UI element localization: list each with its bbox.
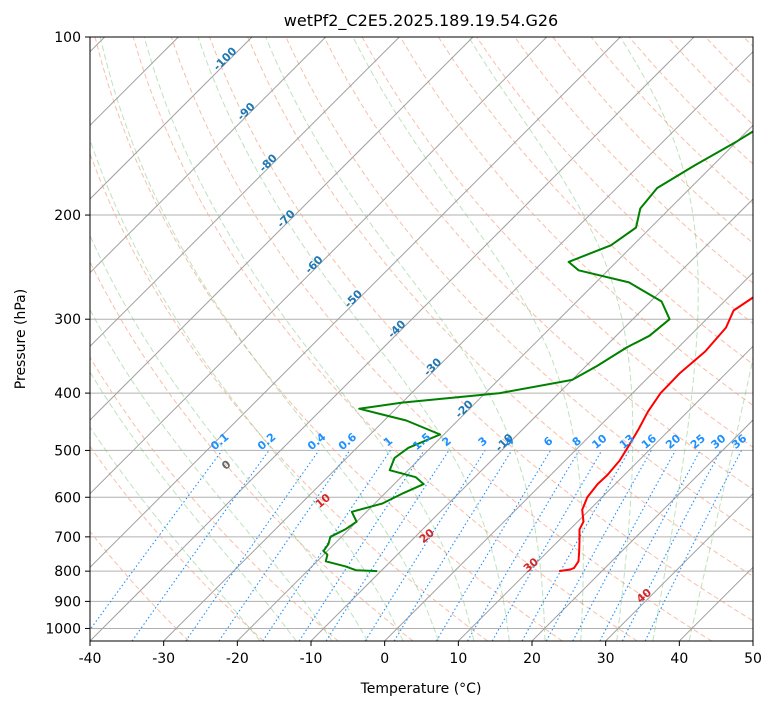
isotherm: [90, 37, 621, 569]
y-tick-label: 800: [54, 564, 81, 580]
x-tick-label: 30: [597, 651, 615, 667]
x-tick-label: 40: [670, 651, 688, 667]
x-tick-label: 0: [380, 651, 389, 667]
x-tick-label: 20: [523, 651, 541, 667]
y-tick-label: 600: [54, 490, 81, 506]
x-tick-label: -30: [152, 651, 175, 667]
mixing-ratio-line: [621, 450, 722, 641]
grid-layer: [90, 37, 753, 641]
chart-title: wetPf2_C2E5.2025.189.19.54.G26: [284, 11, 558, 31]
y-tick-label: 300: [54, 312, 81, 328]
isotherm: [90, 37, 400, 348]
x-tick-label: -40: [79, 651, 102, 667]
mixing-ratio-line: [325, 450, 450, 641]
moist-adiabat: [619, 37, 699, 641]
mixing-ratio-line: [545, 450, 652, 641]
isotherm: [531, 419, 753, 641]
mixing-ratio-line: [90, 450, 223, 631]
dry-adiabat: [90, 530, 190, 641]
dry-adiabat: [247, 37, 753, 577]
moist-adiabat: [265, 37, 546, 641]
x-axis-label: Temperature (°C): [360, 681, 482, 697]
plot-frame: [89, 36, 754, 642]
isotherm: [90, 37, 253, 200]
x-tick-label: 50: [744, 651, 762, 667]
moist-adiabat: [352, 37, 584, 641]
dry-adiabat: [323, 37, 753, 491]
dry-adiabat: [90, 445, 264, 641]
dry-adiabat: [94, 37, 563, 641]
moist-adiabat: [90, 234, 369, 641]
mixing-ratio-line: [521, 450, 630, 641]
dry-adiabat: [90, 152, 488, 641]
series-layer: [322, 130, 753, 573]
y-tick-label: 1000: [45, 621, 81, 637]
isotherm: [236, 124, 753, 641]
isotherm: [90, 37, 548, 495]
mixing-ratio-line: [185, 450, 320, 641]
moist-adiabat: [143, 37, 475, 641]
mixing-ratio-line: [262, 450, 391, 641]
dry-adiabat: [132, 37, 638, 641]
x-tick-label: -20: [226, 651, 249, 667]
dry-adiabat: [209, 37, 753, 622]
dry-adiabat: [90, 356, 339, 641]
mixing-ratio-line: [218, 450, 351, 641]
isotherm: [605, 492, 753, 641]
x-tick-label: 10: [449, 651, 467, 667]
isotherm: [90, 37, 327, 274]
dry-adiabat: [170, 37, 712, 641]
mixing-ratio-line: [393, 450, 513, 641]
temperature-profile-line: [558, 296, 753, 573]
mixing-ratio-line: [131, 450, 270, 641]
isotherm: [90, 37, 474, 421]
moist-adiabat: [99, 37, 439, 641]
x-tick-label: -10: [300, 651, 323, 667]
moist-adiabat: [90, 138, 404, 641]
y-tick-label: 200: [54, 208, 81, 224]
dry-adiabat: [514, 37, 753, 284]
y-tick-label: 700: [54, 530, 81, 546]
dry-adiabat: [437, 37, 753, 365]
mixing-ratio-line: [572, 450, 676, 641]
isotherm: [90, 37, 695, 641]
y-axis-label: Pressure (hPa): [13, 289, 29, 389]
moist-adiabat: [688, 355, 753, 641]
y-tick-label: 500: [54, 443, 81, 459]
isotherm: [310, 198, 753, 641]
mixing-ratio-line: [298, 450, 425, 641]
dewpoint-profile-line: [322, 130, 753, 573]
isotherm: [457, 345, 753, 641]
moist-adiabat: [197, 37, 510, 641]
y-axis: 100 200 300 400 500 600 700 800 900 1000: [45, 30, 90, 637]
y-tick-label: 400: [54, 386, 81, 402]
moist-adiabat: [90, 371, 297, 641]
isotherm: [384, 271, 753, 641]
x-axis: -40 -30 -20 -10 0 10 20 30 40 50: [79, 641, 762, 667]
y-tick-label: 900: [54, 594, 81, 610]
mixing-ratio-line: [644, 450, 742, 641]
y-tick-label: 100: [54, 30, 81, 46]
isotherm: [163, 50, 753, 641]
moist-adiabat: [90, 426, 261, 641]
dry-adiabat: [399, 37, 753, 407]
